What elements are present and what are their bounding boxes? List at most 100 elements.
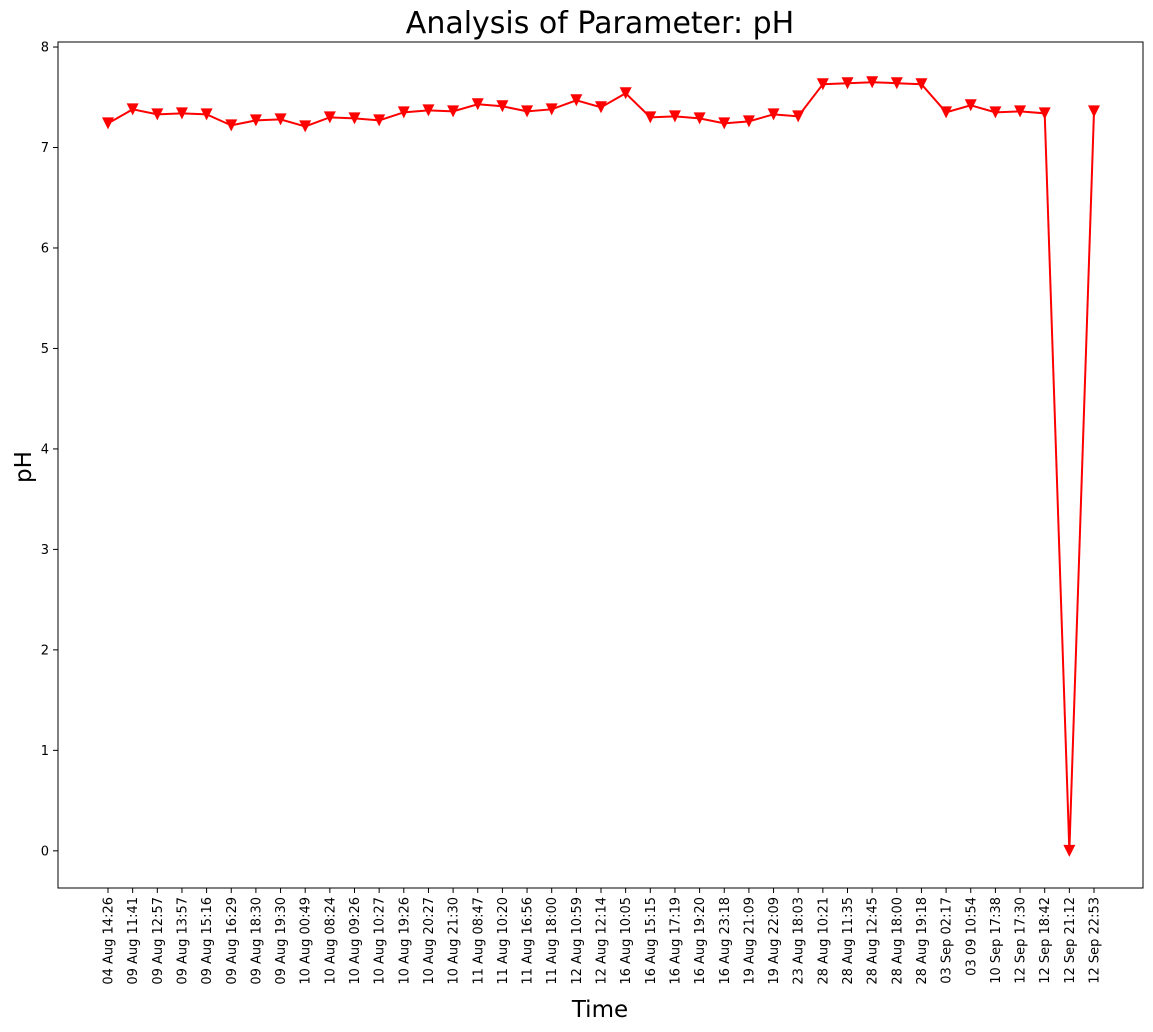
data-point [545,103,558,116]
y-tick-label: 2 [41,643,49,658]
data-point [200,108,213,121]
x-tick-label: 19 Aug 21:09 [742,897,757,985]
data-point [151,108,164,121]
y-tick-label: 1 [41,744,49,759]
x-tick-label: 28 Aug 10:21 [816,897,831,985]
x-tick-label: 11 Aug 16:56 [521,897,536,985]
data-point [447,105,460,118]
x-tick-label: 12 Sep 22:53 [1088,897,1103,984]
data-point [915,78,928,91]
x-tick-label: 10 Aug 09:26 [348,897,363,985]
x-axis-label: Time [571,997,628,1023]
y-axis: 0 1 2 3 4 5 6 7 8 [41,41,58,859]
x-tick-label: 10 Aug 20:27 [422,897,437,985]
y-tick-label: 5 [41,342,49,357]
x-tick-label: 09 Aug 12:57 [151,897,166,985]
data-point [890,77,903,90]
data-point [570,94,583,107]
x-tick-label: 16 Aug 19:20 [693,897,708,985]
x-tick-label: 09 Aug 15:16 [200,897,215,985]
data-point [225,119,238,132]
y-axis-label: pH [11,451,37,483]
data-point [102,117,114,130]
data-point [742,115,755,128]
x-tick-label: 28 Aug 18:00 [890,897,905,985]
y-tick-label: 4 [41,442,49,457]
x-tick-label: 28 Aug 12:45 [866,897,881,985]
data-point [1014,105,1027,118]
data-point [348,112,361,125]
y-tick-label: 0 [41,844,49,859]
x-tick-label: 23 Aug 18:03 [792,897,807,985]
x-tick-label: 11 Aug 08:47 [471,897,486,985]
x-tick-label: 12 Aug 12:14 [595,897,610,985]
x-tick-label: 28 Aug 19:18 [915,897,930,985]
data-point [397,106,410,119]
chart-title: Analysis of Parameter: pH [406,6,794,41]
x-tick-label: 09 Aug 11:41 [126,897,141,985]
data-point [644,111,657,124]
x-tick-label: 28 Aug 11:35 [841,897,856,985]
x-tick-label: 10 Aug 00:49 [299,897,314,985]
x-tick-label: 12 Sep 21:12 [1063,897,1078,984]
x-tick-label: 10 Aug 10:27 [373,897,388,985]
x-tick-label: 11 Aug 10:20 [496,897,511,985]
plot-area [57,41,1144,889]
data-point [274,113,287,126]
data-point [668,110,681,123]
x-tick-label: 10 Sep 17:38 [989,897,1004,984]
data-point [496,100,509,113]
data-point [693,112,706,125]
data-point [940,106,953,119]
data-point [1088,105,1100,118]
data-point [767,108,780,121]
data-point [126,103,139,116]
x-tick-label: 16 Aug 10:05 [619,897,634,985]
x-tick-label: 03 09 10:54 [964,897,979,976]
x-tick-label: 19 Aug 22:09 [767,897,782,985]
x-tick-label: 12 Sep 18:42 [1038,897,1053,984]
x-tick-label: 09 Aug 13:57 [175,897,190,985]
data-point [1063,844,1076,857]
x-tick-label: 10 Aug 08:24 [323,897,338,985]
data-point [249,114,262,127]
y-tick-label: 7 [41,141,49,156]
data-point [619,87,632,100]
data-point [866,76,879,89]
x-tick-label: 11 Aug 18:00 [545,897,560,985]
data-point [323,111,336,124]
y-tick-label: 6 [41,241,49,256]
series-markers [102,76,1100,857]
data-point [175,107,188,120]
x-tick-label: 09 Aug 19:30 [274,897,289,985]
data-point [373,114,386,127]
x-tick-label: 12 Aug 10:59 [570,897,585,985]
data-point [841,77,854,90]
x-axis: 04 Aug 14:26 09 Aug 11:41 09 Aug 12:57 09 A… [102,888,1103,985]
x-tick-label: 16 Aug 15:15 [644,897,659,985]
x-tick-label: 10 Aug 21:30 [447,897,462,985]
data-point [471,98,484,111]
data-point [422,104,435,117]
data-point [1038,107,1051,120]
data-point [964,99,977,112]
y-tick-label: 8 [41,41,49,56]
data-point [718,117,731,130]
x-tick-label: 04 Aug 14:26 [102,897,117,985]
x-tick-label: 03 Sep 02:17 [940,897,955,984]
data-point [816,78,829,91]
y-tick-label: 3 [41,543,49,558]
data-point [521,105,534,118]
x-tick-label: 10 Aug 19:26 [397,897,412,985]
x-tick-label: 09 Aug 16:29 [225,897,240,985]
data-point [595,101,607,114]
data-point [299,120,312,133]
x-tick-label: 16 Aug 23:18 [718,897,733,985]
x-tick-label: 09 Aug 18:30 [249,897,264,985]
data-point [792,110,805,123]
data-point [989,106,1002,119]
series-line [107,81,1095,851]
x-tick-label: 16 Aug 17:19 [668,897,683,985]
x-tick-label: 12 Sep 17:30 [1014,897,1029,984]
